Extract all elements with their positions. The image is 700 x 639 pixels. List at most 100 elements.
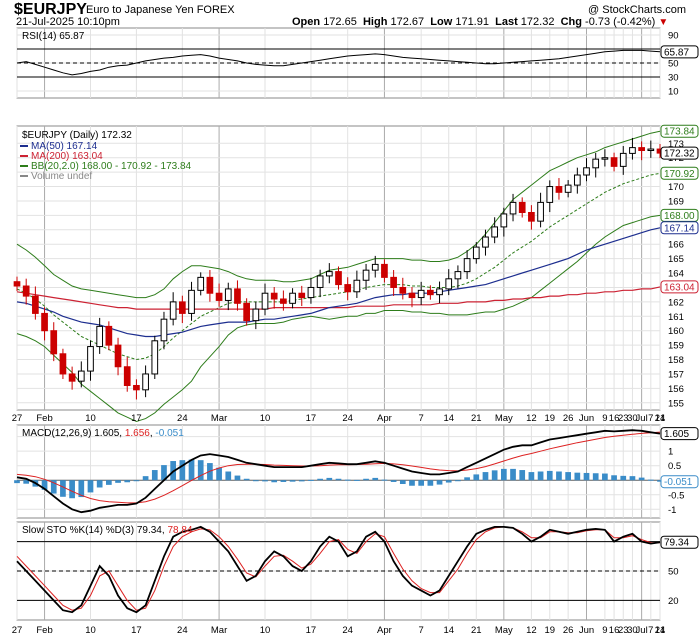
symbol: $EURJPY xyxy=(14,1,87,18)
candle-body xyxy=(151,340,159,375)
price-value-tag: 170.92 xyxy=(664,169,695,180)
x-tick-label: Feb xyxy=(36,413,52,424)
macd-tick-label: 1 xyxy=(668,447,673,458)
legend-entry: Volume undef xyxy=(31,171,92,182)
x-tick-label: 12 xyxy=(526,413,537,424)
macd-hist-bar xyxy=(574,472,581,481)
rsi-value-tag: 65.87 xyxy=(664,47,689,58)
x-tick-label: Mar xyxy=(211,413,227,424)
macd-hist-bar xyxy=(78,480,85,498)
x-tick-label: 27 xyxy=(12,413,23,424)
candle-body xyxy=(371,263,379,271)
candle-body xyxy=(215,292,223,301)
macd-hist-bar xyxy=(510,468,516,481)
candle-body xyxy=(32,295,39,314)
price-value-tag-box xyxy=(660,221,699,235)
macd-hist-bar xyxy=(326,477,333,481)
price-tick-label: 155 xyxy=(668,398,684,409)
candle-body xyxy=(482,236,489,248)
macd-hist-bar xyxy=(418,480,425,486)
candle-body xyxy=(436,288,443,296)
candle-body xyxy=(261,292,269,310)
x-tick-label: 23 xyxy=(618,625,629,636)
macd-hist-bar xyxy=(69,480,75,499)
x-tick-label: 10 xyxy=(260,625,271,636)
macd-hist-bar xyxy=(317,478,323,481)
price-tick-label: 160 xyxy=(668,326,684,337)
macd-hist-bar xyxy=(638,477,645,481)
price-tick-label: 157 xyxy=(668,369,684,380)
price-tick-label: 169 xyxy=(668,196,684,207)
candle-body xyxy=(491,226,499,238)
macd-hist-bar xyxy=(519,470,526,481)
macd-hist-bar xyxy=(354,479,360,481)
candle-body xyxy=(417,289,425,299)
candle-body xyxy=(142,373,149,391)
macd-hist-bar xyxy=(363,478,369,481)
last-value: 172.32 xyxy=(520,16,555,28)
candle-body xyxy=(298,292,306,299)
x-tick-label: 21 xyxy=(471,413,482,424)
legend-entry: BB(20,2.0) 168.00 - 170.92 - 173.84 xyxy=(31,161,192,172)
rsi-tick-label: 30 xyxy=(668,73,679,84)
bb-mid-line xyxy=(16,172,661,361)
price-tick-label: 164 xyxy=(668,269,684,280)
macd-hist-bar xyxy=(23,480,30,484)
low-label: Low xyxy=(430,16,453,28)
x-tick-label: 9 xyxy=(602,413,607,424)
macd-hist-bar xyxy=(289,480,296,482)
macd-hist-bar xyxy=(482,472,489,481)
rsi-value-tag-box xyxy=(660,45,699,59)
price-tick-label: 173 xyxy=(668,139,684,150)
x-tick-label: 21 xyxy=(655,625,666,636)
x-tick-label: 10 xyxy=(85,413,96,424)
chg-label: Chg xyxy=(560,16,582,28)
price-tick-label: 156 xyxy=(668,384,684,395)
price-tick-label: 158 xyxy=(668,355,684,366)
chg-value: -0.73 (-0.42%) xyxy=(585,16,656,28)
candle-body xyxy=(105,325,113,346)
x-tick-label: 19 xyxy=(544,413,555,424)
candle-body xyxy=(353,279,361,293)
macd-hist-bar xyxy=(436,480,443,485)
last-label: Last xyxy=(495,16,518,28)
sto-k-line xyxy=(16,525,661,614)
x-tick-label: 10 xyxy=(260,413,271,424)
x-tick-label: 14 xyxy=(655,625,666,636)
candle-body xyxy=(592,158,600,169)
macd-hist-bar xyxy=(50,480,57,494)
rsi-line xyxy=(16,49,661,76)
x-tick-label: 24 xyxy=(342,625,353,636)
macd-hist-bar xyxy=(243,478,250,481)
rsi-tick-label: 50 xyxy=(668,59,679,70)
sto-tick-label: 20 xyxy=(668,596,679,607)
candle-body xyxy=(133,384,140,391)
macd-hist-bar xyxy=(308,479,314,481)
x-tick-label: Apr xyxy=(377,625,392,636)
price-value-tag: 163.04 xyxy=(664,282,695,293)
candle-body xyxy=(537,201,544,222)
candle-body xyxy=(325,271,333,277)
legend-entry: MA(200) 163.04 xyxy=(31,151,103,162)
candle-body xyxy=(234,288,241,304)
rsi-tick-label: 10 xyxy=(668,87,679,98)
candle-body xyxy=(123,366,131,386)
candle-body xyxy=(344,284,352,293)
macd-title: MACD(12,26,9) 1.605, 1.656, -0.051 xyxy=(22,428,184,439)
price-value-tag-box xyxy=(660,146,699,160)
macd-hist-bar xyxy=(556,471,562,481)
x-tick-label: Feb xyxy=(36,625,52,636)
candle-body xyxy=(445,278,453,290)
x-tick-label: 12 xyxy=(526,625,537,636)
candle-body xyxy=(601,157,609,160)
x-tick-label: 27 xyxy=(12,625,23,636)
datetime: 21-Jul-2025 10:10pm xyxy=(16,16,120,28)
rsi-tick-label: 90 xyxy=(668,31,679,42)
candle-body xyxy=(463,258,471,273)
candle-body xyxy=(573,174,581,186)
candle-body xyxy=(500,213,508,228)
candle-body xyxy=(169,301,177,320)
ma50-line xyxy=(16,227,661,338)
high-label: High xyxy=(362,16,388,28)
x-tick-label: 21 xyxy=(655,413,666,424)
